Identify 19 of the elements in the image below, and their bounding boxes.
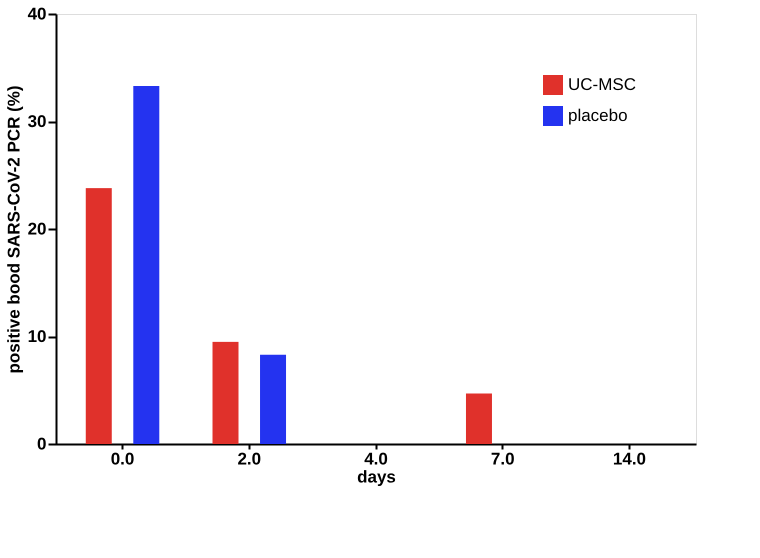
x-tick-label: 0.0 bbox=[110, 450, 134, 468]
x-tick-label: 4.0 bbox=[364, 450, 388, 468]
y-tick-label: 40 bbox=[28, 4, 46, 24]
x-tick-label: 14.0 bbox=[612, 450, 646, 468]
y-tick-label: 30 bbox=[28, 112, 46, 131]
y-axis-title: positive bood SARS-CoV-2 PCR (%) bbox=[4, 85, 24, 374]
y-tick-label: 0 bbox=[37, 434, 46, 454]
bar bbox=[133, 86, 160, 444]
y-tick-label: 10 bbox=[28, 327, 46, 346]
legend-label: placebo bbox=[568, 106, 628, 125]
bar bbox=[86, 188, 112, 444]
y-tick-label: 20 bbox=[28, 220, 46, 238]
x-tick-label: 7.0 bbox=[490, 450, 515, 468]
legend-label: UC-MSC bbox=[568, 75, 636, 94]
x-axis-title: days bbox=[357, 468, 396, 486]
x-tick-label: 2.0 bbox=[237, 450, 262, 468]
bar bbox=[212, 342, 239, 444]
bar bbox=[260, 354, 286, 444]
bar bbox=[466, 393, 492, 444]
